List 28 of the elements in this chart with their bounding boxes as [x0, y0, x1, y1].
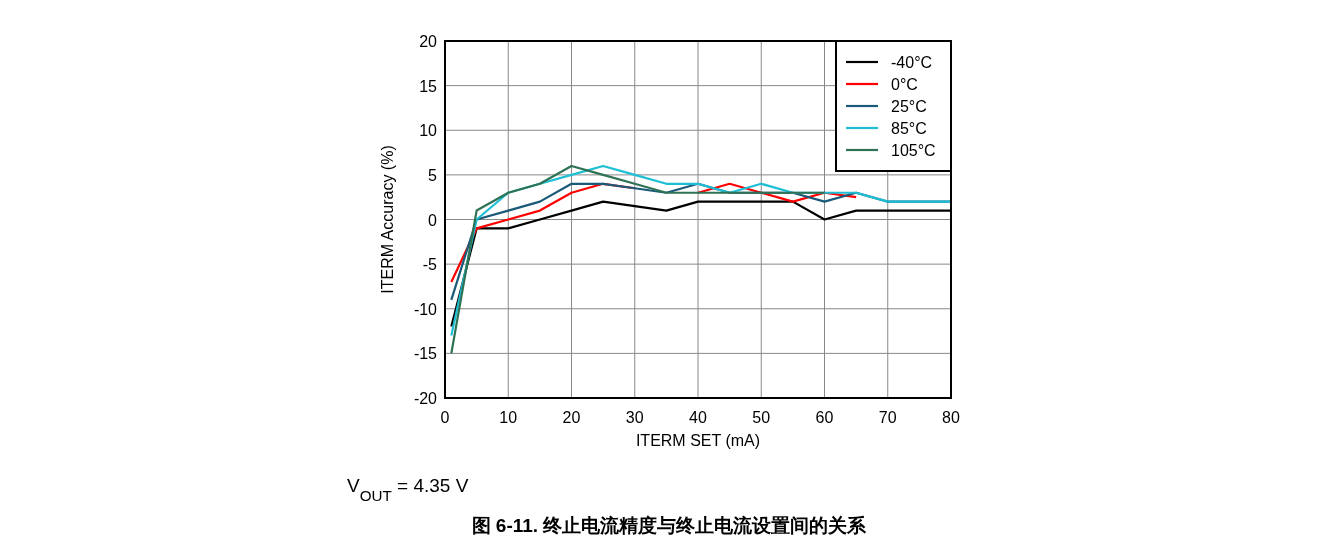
legend-label: 105°C [891, 142, 936, 159]
legend-label: 0°C [891, 76, 918, 93]
x-tick-label: 40 [689, 409, 707, 426]
y-tick-label: -5 [422, 256, 438, 274]
y-tick-label: -15 [413, 345, 438, 363]
x-tick-label: 20 [562, 409, 581, 426]
y-tick-label: -10 [413, 300, 438, 318]
x-tick-label: 50 [752, 409, 771, 426]
x-axis-title: ITERM SET (mA) [635, 432, 761, 449]
y-tick-label: -20 [413, 390, 438, 407]
x-tick-label: 60 [815, 409, 834, 426]
legend-label: 85°C [891, 120, 927, 137]
text: V$_{OUT}$ = 4.35 V [347, 475, 469, 504]
legend-label: -40°C [891, 54, 933, 71]
x-tick-label: 80 [942, 409, 960, 426]
x-tick-label: 70 [878, 409, 897, 426]
y-axis-title: ITERM Accuracy (%) [379, 145, 396, 294]
x-tick-label: 10 [499, 409, 518, 426]
legend-label: 25°C [891, 98, 927, 115]
y-tick-label: 20 [419, 33, 438, 50]
line-series [450, 164, 826, 355]
y-tick-label: 0 [428, 211, 438, 229]
text: 图 6-11. 终止电流精度与终止电流设置间的关系 [471, 515, 868, 536]
x-tick-label: 0 [440, 409, 450, 426]
x-tick-label: 30 [625, 409, 644, 426]
y-tick-label: 10 [419, 122, 438, 140]
y-tick-label: 15 [419, 77, 438, 95]
y-tick-label: 5 [428, 166, 438, 184]
